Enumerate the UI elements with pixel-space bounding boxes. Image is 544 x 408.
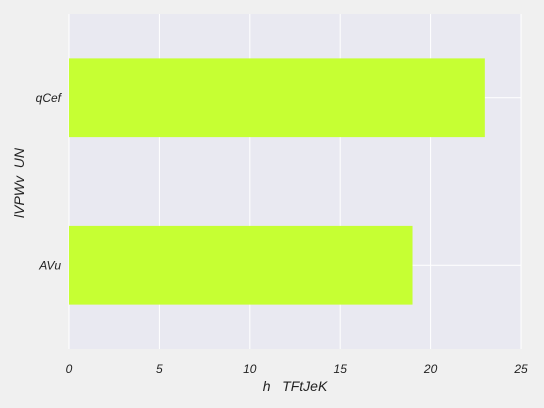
y-tick-labels: qCef AVu: [36, 91, 63, 273]
x-tick-label: 15: [334, 362, 348, 376]
bars: [69, 58, 485, 305]
y-tick-label: AVu: [38, 258, 61, 272]
y-axis-title: lVPWv UN: [11, 147, 27, 218]
x-tick-label: 10: [243, 362, 257, 376]
x-tick-label: 0: [66, 362, 73, 376]
x-tick-label: 5: [156, 362, 163, 376]
x-tick-label: 20: [423, 362, 438, 376]
x-tick-labels: 0 5 10 15 20 25: [66, 362, 528, 376]
y-tick-label: qCef: [36, 91, 63, 105]
bar-AVu: [69, 225, 413, 305]
x-tick-label: 25: [513, 362, 528, 376]
x-axis-title: h TFtJeK: [263, 378, 328, 394]
bar-qCef: [69, 58, 485, 138]
